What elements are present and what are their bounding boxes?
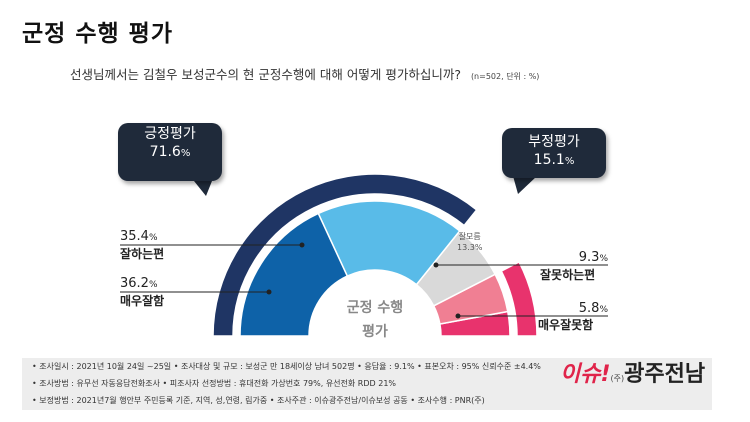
question-note: (n=502, 단위 : %)	[470, 72, 540, 81]
label-unsure: 잘모름 13.3%	[457, 232, 483, 252]
page-title: 군정 수행 평가	[22, 21, 173, 47]
logo-part1: 이슈!	[560, 362, 611, 387]
survey-footer: • 조사일시 : 2021년 10월 24일 ~25일 • 조사대상 및 규모 …	[22, 358, 712, 410]
question-text: 선생님께서는 김철우 보성군수의 현 군정수행에 대해 어떻게 평가하십니까?	[70, 67, 461, 82]
negative-value: 15.1%	[533, 152, 575, 168]
label-somewhat-good: 35.4% 잘하는편	[120, 229, 165, 261]
slice-unsure	[415, 229, 497, 307]
survey-question: 선생님께서는 김철우 보성군수의 현 군정수행에 대해 어떻게 평가하십니까? …	[70, 64, 539, 83]
footer-line-1: • 조사일시 : 2021년 10월 24일 ~25일 • 조사대상 및 규모 …	[32, 362, 541, 371]
label-very-good: 36.2% 매우잘함	[120, 276, 165, 308]
positive-label: 긍정평가	[144, 126, 196, 142]
slice-somewhat-good	[317, 200, 461, 286]
logo: 이슈!(주)광주전남	[560, 356, 705, 388]
footer-line-3: • 보정방법 : 2021년7월 행안부 주민등록 기준, 지역, 성,연령, …	[32, 396, 485, 405]
connector-dot-somewhat-bad	[433, 262, 439, 268]
outer-arc-positive	[212, 173, 478, 337]
label-somewhat-bad-name: 잘못하는편	[540, 268, 596, 282]
logo-part2: 광주전남	[624, 362, 706, 387]
slice-very-bad	[439, 310, 511, 337]
connector-dot-very-good	[266, 289, 272, 295]
label-very-bad-value: 5.8%	[578, 301, 608, 316]
outer-arc-negative	[500, 260, 538, 337]
positive-value: 71.6%	[149, 144, 191, 160]
slice-somewhat-bad	[432, 273, 509, 325]
footer-line-2: • 조사방법 : 유무선 자동응답전화조사 • 피조사자 선정방법 : 휴대전화…	[32, 379, 397, 388]
center-label: 군정 수행 평가	[346, 300, 404, 340]
negative-label: 부정평가	[528, 134, 580, 150]
negative-bubble: 부정평가 15.1%	[502, 128, 606, 178]
logo-small: (주)	[610, 374, 625, 383]
positive-bubble: 긍정평가 71.6%	[118, 123, 222, 181]
label-very-bad-name: 매우잘못함	[538, 318, 594, 332]
bubble-tail-negative	[513, 176, 537, 194]
connector-dot-very-bad	[455, 313, 461, 319]
bubble-tail-positive	[190, 176, 214, 196]
label-somewhat-bad-value: 9.3%	[578, 250, 608, 265]
connector-dot-somewhat-good	[299, 242, 305, 248]
